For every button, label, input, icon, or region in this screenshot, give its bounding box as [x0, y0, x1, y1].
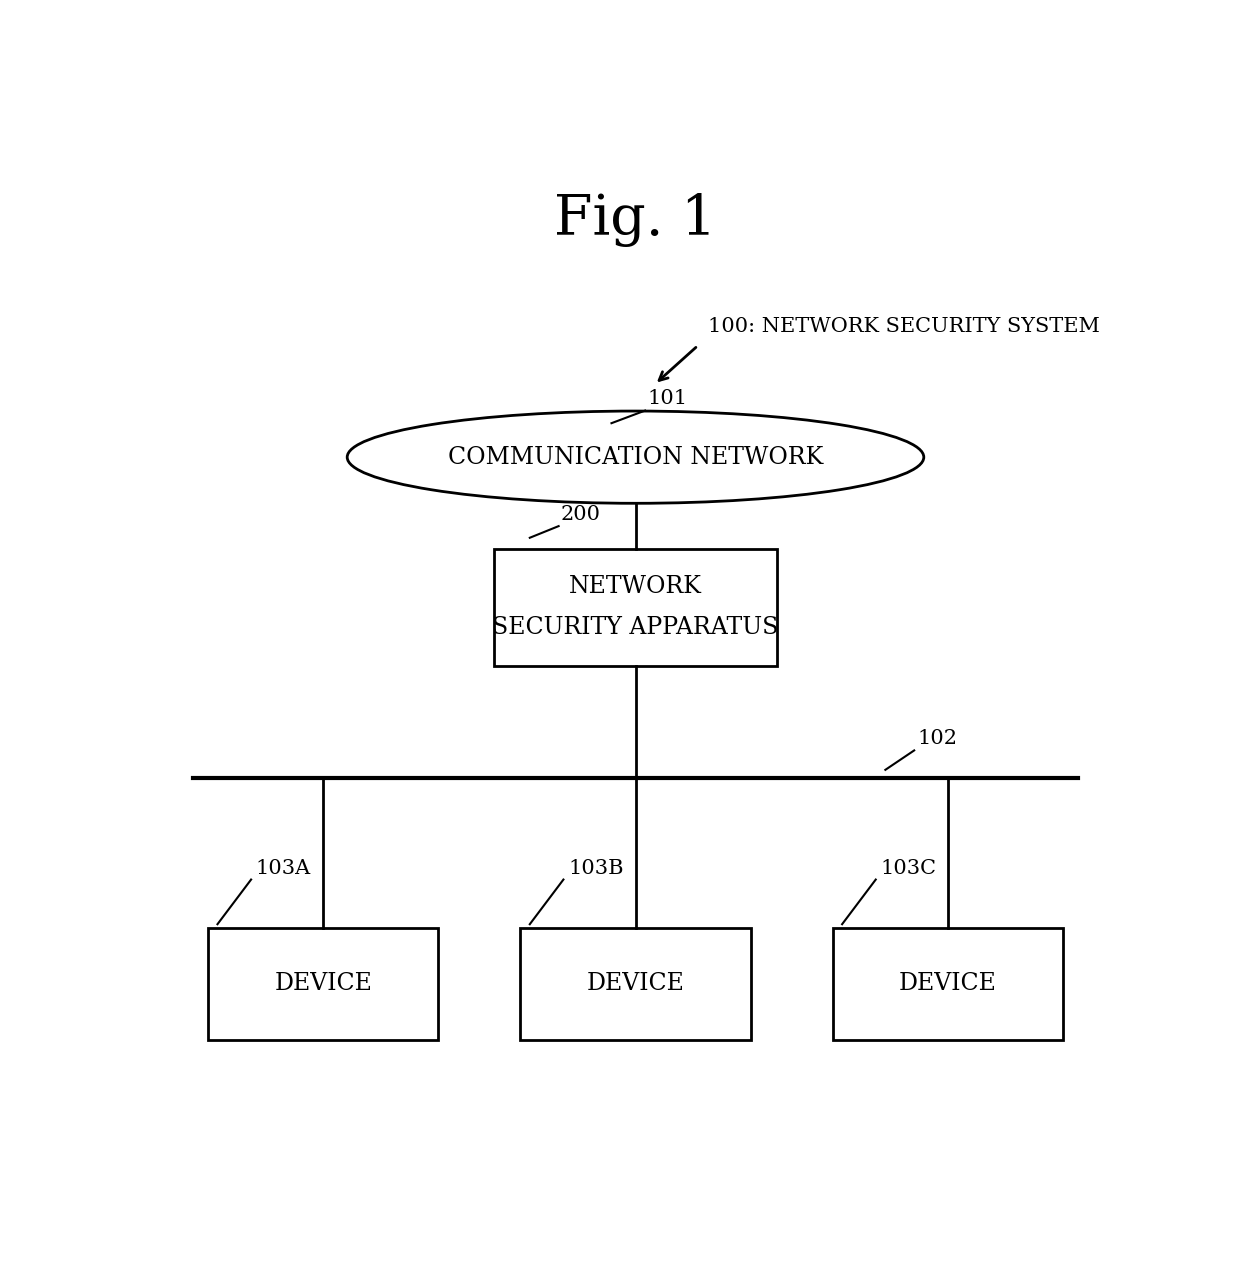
Text: 103C: 103C	[880, 859, 936, 878]
Text: 100: NETWORK SECURITY SYSTEM: 100: NETWORK SECURITY SYSTEM	[708, 317, 1100, 335]
Text: 200: 200	[560, 506, 600, 525]
Text: 103B: 103B	[568, 859, 624, 878]
Bar	[208, 928, 439, 1040]
Text: COMMUNICATION NETWORK: COMMUNICATION NETWORK	[448, 445, 823, 469]
Text: 101: 101	[647, 388, 687, 407]
Bar	[521, 928, 751, 1040]
Bar	[494, 550, 777, 666]
Text: DEVICE: DEVICE	[899, 972, 997, 995]
Text: NETWORK: NETWORK	[569, 575, 702, 598]
Text: DEVICE: DEVICE	[274, 972, 372, 995]
Text: 103A: 103A	[255, 859, 311, 878]
Text: Fig. 1: Fig. 1	[554, 192, 717, 247]
Text: 102: 102	[918, 729, 957, 749]
Text: DEVICE: DEVICE	[587, 972, 684, 995]
Text: SECURITY APPARATUS: SECURITY APPARATUS	[492, 615, 779, 638]
Bar	[832, 928, 1063, 1040]
